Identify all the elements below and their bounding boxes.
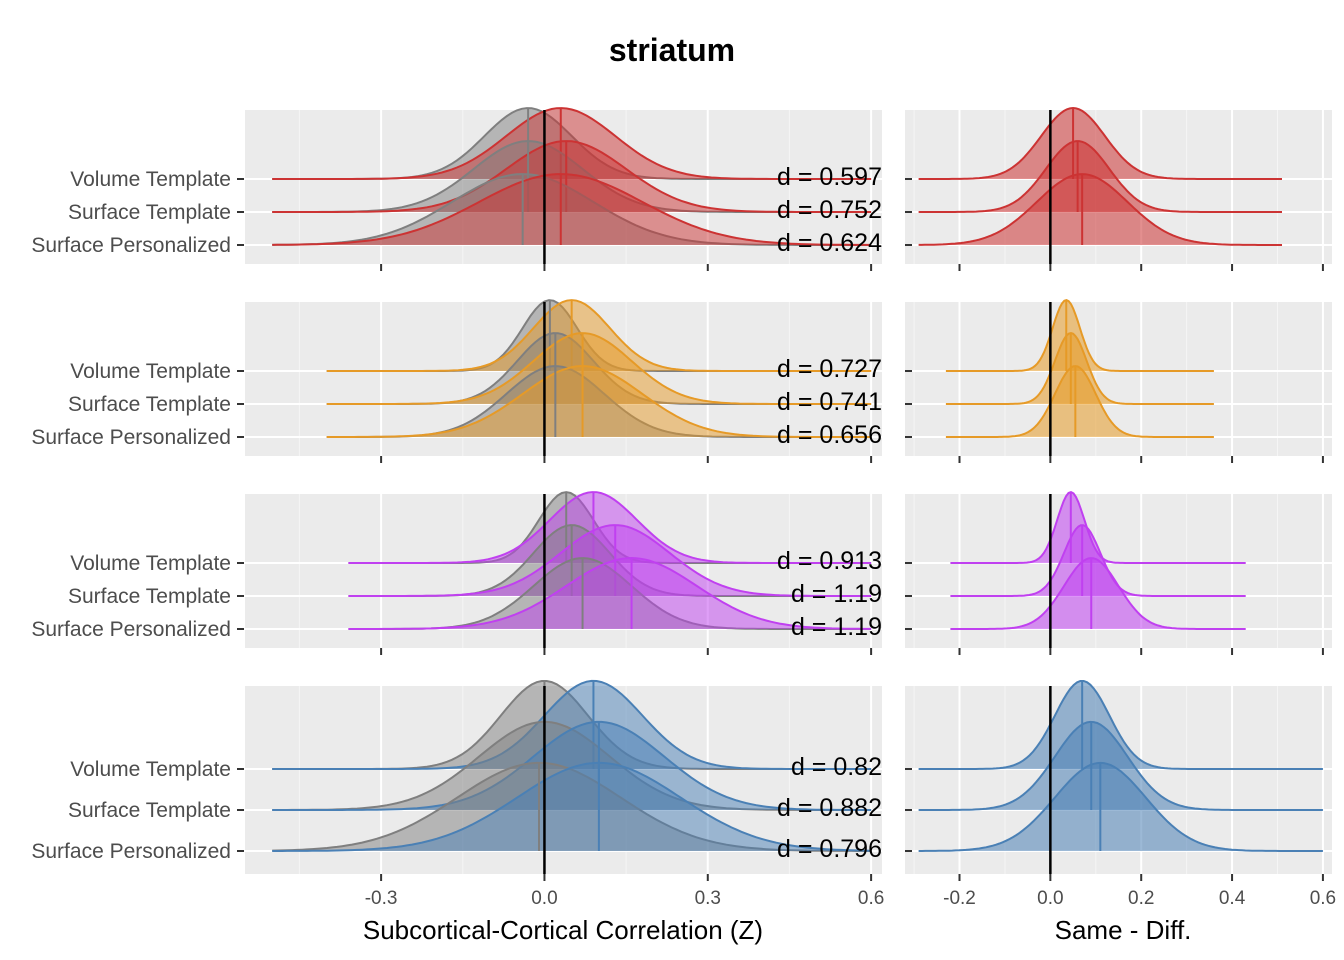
difference-density-line	[950, 557, 1246, 630]
effect-size-label: d = 0.752	[777, 196, 882, 224]
left-x-tick-label: -0.3	[365, 888, 398, 909]
effect-size-label: d = 1.19	[791, 613, 882, 641]
effect-size-label: d = 0.597	[777, 163, 882, 191]
effect-size-label: d = 0.727	[777, 355, 882, 383]
difference-density-line	[918, 680, 1323, 770]
difference-density-line	[950, 524, 1246, 597]
group-density-area	[272, 174, 872, 245]
group-density-area	[348, 525, 872, 596]
group-density-line	[348, 556, 872, 630]
y-axis-label: Volume Template	[70, 552, 231, 575]
left-x-tick-label: 0.3	[695, 888, 721, 909]
right-x-tick-label: 0.4	[1219, 888, 1246, 909]
right-ridge-2	[945, 365, 1214, 438]
right-ridge-2	[918, 761, 1323, 852]
group-density-line	[272, 107, 872, 180]
effect-size-label: d = 0.882	[777, 794, 882, 822]
group-density-area	[272, 680, 872, 769]
y-axis-label: Surface Template	[68, 201, 231, 224]
effect-size-label: d = 0.913	[777, 547, 882, 575]
right-x-tick-label: 0.6	[1310, 888, 1336, 909]
difference-density-area	[918, 762, 1323, 851]
difference-density-line	[918, 761, 1323, 852]
group-density-line	[326, 365, 872, 438]
group-density-line	[272, 140, 872, 213]
right-ridge-2	[950, 557, 1246, 630]
y-axis-label: Volume Template	[70, 758, 231, 781]
y-axis-label: Surface Personalized	[31, 426, 231, 449]
difference-density-line	[945, 365, 1214, 438]
group-density-line	[272, 720, 872, 811]
right-x-tick-label: 0.0	[1037, 888, 1063, 909]
right-x-tick-label: 0.2	[1128, 888, 1154, 909]
y-axis-label: Surface Template	[68, 393, 231, 416]
group-density-line	[348, 491, 872, 564]
y-axis-label: Surface Template	[68, 585, 231, 608]
left-ridge-2	[272, 761, 872, 852]
group-density-area	[326, 366, 872, 437]
difference-density-area	[950, 558, 1246, 629]
group-density-area	[272, 762, 872, 851]
group-density-area	[348, 558, 872, 629]
group-density-line	[272, 679, 872, 770]
difference-density-line	[918, 140, 1282, 213]
left-x-axis-title: Subcortical-Cortical Correlation (Z)	[363, 915, 763, 945]
effect-size-label: d = 0.656	[777, 421, 882, 449]
effect-size-label: d = 0.624	[777, 229, 882, 257]
group-density-line	[348, 524, 872, 597]
y-axis-label: Volume Template	[70, 168, 231, 191]
group-density-line	[326, 299, 872, 372]
difference-density-area	[945, 300, 1214, 371]
chart-panels: d = 0.597 d = 0.752 d = 0.624 Volume Templa…	[31, 106, 1336, 909]
difference-density-line	[945, 332, 1214, 405]
right-ridge-2	[918, 173, 1282, 246]
group-density-area	[272, 721, 872, 810]
y-axis-label: Surface Personalized	[31, 840, 231, 863]
difference-density-line	[918, 173, 1282, 246]
left-x-tick-label: 0.6	[858, 888, 884, 909]
right-x-tick-label: -0.2	[943, 888, 976, 909]
y-axis-label: Volume Template	[70, 360, 231, 383]
difference-density-area	[918, 108, 1282, 179]
y-axis-label: Surface Template	[68, 799, 231, 822]
effect-size-label: d = 1.19	[791, 580, 882, 608]
group-density-line	[272, 761, 872, 852]
difference-density-area	[918, 141, 1282, 212]
group-density-line	[272, 173, 872, 246]
group-density-area	[326, 300, 872, 371]
left-ridge-2	[272, 173, 872, 246]
effect-size-label: d = 0.82	[791, 753, 882, 781]
chart-title: striatum	[609, 32, 735, 68]
y-axis-label: Surface Personalized	[31, 618, 231, 641]
effect-size-label: d = 0.796	[777, 835, 882, 863]
right-x-axis-title: Same - Diff.	[1055, 915, 1192, 945]
difference-density-area	[918, 721, 1323, 810]
difference-density-line	[918, 720, 1323, 811]
left-ridge-2	[348, 556, 872, 630]
left-x-tick-label: 0.0	[531, 888, 557, 909]
difference-density-line	[918, 106, 1282, 180]
group-density-line	[326, 332, 872, 405]
y-axis-label: Surface Personalized	[31, 234, 231, 257]
difference-density-area	[945, 366, 1214, 437]
difference-density-line	[945, 299, 1214, 372]
left-ridge-2	[326, 365, 872, 438]
effect-size-label: d = 0.741	[777, 388, 882, 416]
difference-density-area	[918, 174, 1282, 245]
